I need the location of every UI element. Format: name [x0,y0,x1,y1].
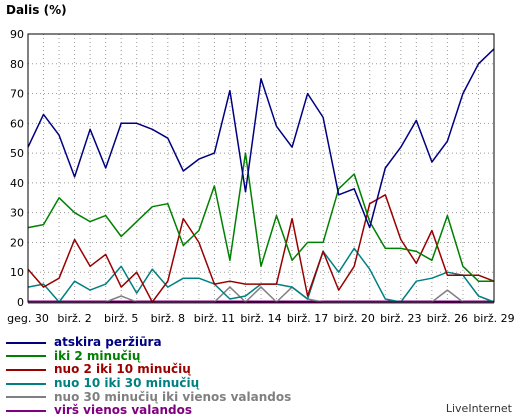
legend-swatch [6,355,46,358]
legend-label: atskira peržiūra [54,335,162,350]
x-tick-label: birž. 23 [380,312,421,325]
legend-item: nuo 10 iki 30 minučių [6,377,291,391]
y-axis-title: Dalis (%) [6,3,67,17]
y-tick-label: 10 [10,266,24,279]
legend-swatch [6,341,46,344]
legend-item: atskira peržiūra [6,336,291,350]
legend-label: nuo 30 minučių iki vienos valandos [54,389,292,404]
legend-item: virš vienos valandos [6,404,291,418]
legend-label: virš vienos valandos [54,403,193,418]
legend-item: nuo 30 minučių iki vienos valandos [6,390,291,404]
y-tick-label: 70 [10,88,24,101]
y-tick-label: 90 [10,28,24,41]
x-tick-label: birž. 14 [240,312,281,325]
x-axis-ticks: geg. 30 birž. 2 birž. 5 birž. 8 birž. 11 birž… [7,312,515,325]
legend-swatch [6,368,46,371]
y-tick-label: 60 [10,117,24,130]
y-tick-label: 80 [10,58,24,71]
x-tick-label: birž. 17 [287,312,328,325]
y-tick-label: 0 [17,296,24,309]
y-axis-ticks: 0 10 20 30 40 50 60 70 80 90 [10,28,24,309]
legend-label: nuo 10 iki 30 minučių [54,376,200,391]
legend-item: iki 2 minučių [6,348,291,364]
legend-item: nuo 2 iki 10 minučių [6,363,291,377]
grid [28,34,494,302]
x-tick-label: birž. 29 [473,312,514,325]
x-tick-label: birž. 26 [427,312,468,325]
y-tick-label: 50 [10,147,24,160]
series-line [27,152,494,282]
x-tick-label: birž. 20 [334,312,375,325]
x-tick-label: geg. 30 [7,312,49,325]
y-tick-label: 30 [10,207,24,220]
credit: LiveInternet [445,402,512,415]
x-tick-label: birž. 5 [104,312,138,325]
legend-label: nuo 2 iki 10 minučių [54,362,191,377]
legend-swatch [6,396,46,399]
legend-label: iki 2 minučių [54,348,141,363]
y-tick-label: 40 [10,177,24,190]
legend: atskira peržiūra iki 2 minučių nuo 2 iki 1… [6,336,291,418]
plot-frame [27,33,495,303]
x-tick-label: birž. 2 [57,312,91,325]
legend-swatch [6,382,46,385]
legend-swatch [6,409,46,412]
x-tick-label: birž. 11 [194,312,235,325]
series-line [27,194,495,303]
series-line [27,48,495,229]
y-tick-label: 20 [10,236,24,249]
x-tick-label: birž. 8 [151,312,185,325]
